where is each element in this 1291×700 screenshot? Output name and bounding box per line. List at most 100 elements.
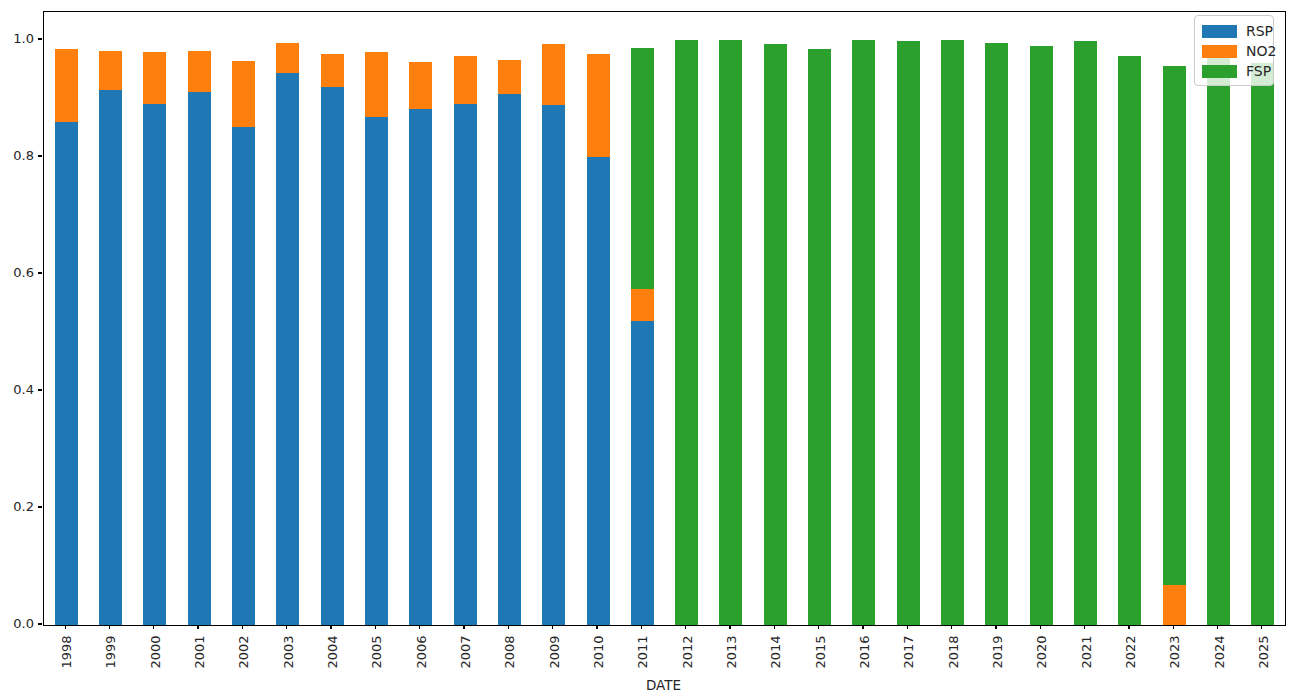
bar-1998-no2 [55, 49, 78, 122]
bar-2007-rsp [454, 104, 477, 625]
x-tick-label-2014: 2014 [768, 635, 783, 668]
x-axis-title: DATE [43, 677, 1284, 693]
x-tick-mark [65, 625, 66, 629]
bar-2005-no2 [365, 52, 388, 118]
y-tick-mark [38, 272, 42, 273]
bar-2016-fsp [852, 40, 875, 625]
y-tick-label-1.0: 1.0 [0, 31, 34, 47]
x-tick-label-2015: 2015 [812, 635, 827, 668]
bar-2021-fsp [1074, 41, 1097, 625]
x-tick-mark [1261, 625, 1262, 629]
chart-figure: DATE RSP NO2 FSP 19981999200020012002200… [0, 0, 1291, 700]
bar-2009-no2 [542, 44, 565, 105]
x-tick-label-2016: 2016 [856, 635, 871, 668]
x-tick-mark [197, 625, 198, 629]
bar-2020-fsp [1030, 46, 1053, 625]
bar-2010-rsp [587, 157, 610, 625]
x-tick-label-2022: 2022 [1122, 635, 1137, 668]
x-tick-mark [1173, 625, 1174, 629]
legend: RSP NO2 FSP [1194, 15, 1274, 86]
y-tick-mark [38, 38, 42, 39]
legend-entry-fsp: FSP [1195, 61, 1273, 81]
bar-2006-rsp [409, 109, 432, 625]
bar-1999-rsp [99, 90, 122, 625]
x-tick-mark [729, 625, 730, 629]
x-tick-label-2006: 2006 [413, 635, 428, 668]
x-tick-mark [508, 625, 509, 629]
y-tick-mark [38, 389, 42, 390]
bar-2017-fsp [897, 41, 920, 625]
bar-2011-rsp [631, 321, 654, 625]
y-tick-mark [38, 623, 42, 624]
bar-2002-rsp [232, 127, 255, 625]
bar-2004-no2 [321, 54, 344, 88]
x-tick-mark [153, 625, 154, 629]
bar-2003-no2 [276, 43, 299, 73]
x-tick-mark [109, 625, 110, 629]
x-tick-label-2005: 2005 [369, 635, 384, 668]
x-tick-mark [995, 625, 996, 629]
x-tick-label-2009: 2009 [546, 635, 561, 668]
bar-2018-fsp [941, 40, 964, 625]
x-tick-label-2003: 2003 [280, 635, 295, 668]
legend-label-rsp: RSP [1246, 24, 1273, 38]
x-tick-label-1998: 1998 [59, 635, 74, 668]
x-tick-mark [774, 625, 775, 629]
x-tick-label-2019: 2019 [989, 635, 1004, 668]
x-tick-mark [419, 625, 420, 629]
x-tick-label-2011: 2011 [635, 635, 650, 668]
x-tick-label-2017: 2017 [901, 635, 916, 668]
no2-color-swatch [1202, 45, 1237, 58]
legend-entry-rsp: RSP [1195, 21, 1273, 41]
x-tick-label-2012: 2012 [679, 635, 694, 668]
plot-area [43, 11, 1286, 626]
x-tick-label-2020: 2020 [1034, 635, 1049, 668]
bar-2011-no2 [631, 289, 654, 321]
x-tick-mark [818, 625, 819, 629]
y-tick-mark [38, 155, 42, 156]
bar-2000-rsp [143, 104, 166, 625]
bar-2006-no2 [409, 62, 432, 109]
bar-2010-no2 [587, 54, 610, 158]
x-tick-mark [641, 625, 642, 629]
x-tick-mark [242, 625, 243, 629]
x-tick-label-2008: 2008 [502, 635, 517, 668]
bar-2013-fsp [719, 40, 742, 625]
x-tick-label-2018: 2018 [945, 635, 960, 668]
bar-2007-no2 [454, 56, 477, 104]
bar-2000-no2 [143, 52, 166, 104]
x-tick-mark [862, 625, 863, 629]
x-tick-mark [1128, 625, 1129, 629]
bar-2008-no2 [498, 60, 521, 94]
y-tick-label-0.8: 0.8 [0, 148, 34, 164]
x-tick-label-2004: 2004 [325, 635, 340, 668]
bar-2015-fsp [808, 49, 831, 625]
x-tick-label-1999: 1999 [103, 635, 118, 668]
bar-2009-rsp [542, 105, 565, 625]
bar-2023-fsp [1163, 66, 1186, 585]
bar-2003-rsp [276, 73, 299, 625]
bar-2001-rsp [188, 92, 211, 625]
x-tick-label-2001: 2001 [192, 635, 207, 668]
legend-label-fsp: FSP [1246, 64, 1271, 78]
x-tick-mark [286, 625, 287, 629]
x-tick-mark [685, 625, 686, 629]
bar-2004-rsp [321, 87, 344, 625]
bar-2012-fsp [675, 40, 698, 625]
y-tick-label-0.2: 0.2 [0, 499, 34, 515]
bar-2008-rsp [498, 94, 521, 625]
x-tick-mark [375, 625, 376, 629]
x-tick-mark [330, 625, 331, 629]
bar-2001-no2 [188, 51, 211, 91]
x-tick-mark [951, 625, 952, 629]
bar-2019-fsp [985, 43, 1008, 625]
y-tick-label-0.4: 0.4 [0, 382, 34, 398]
rsp-color-swatch [1202, 25, 1237, 38]
bar-2023-no2 [1163, 585, 1186, 625]
x-tick-mark [907, 625, 908, 629]
x-tick-mark [596, 625, 597, 629]
x-tick-mark [463, 625, 464, 629]
bar-2011-fsp [631, 48, 654, 290]
bar-2005-rsp [365, 117, 388, 625]
y-tick-mark [38, 506, 42, 507]
